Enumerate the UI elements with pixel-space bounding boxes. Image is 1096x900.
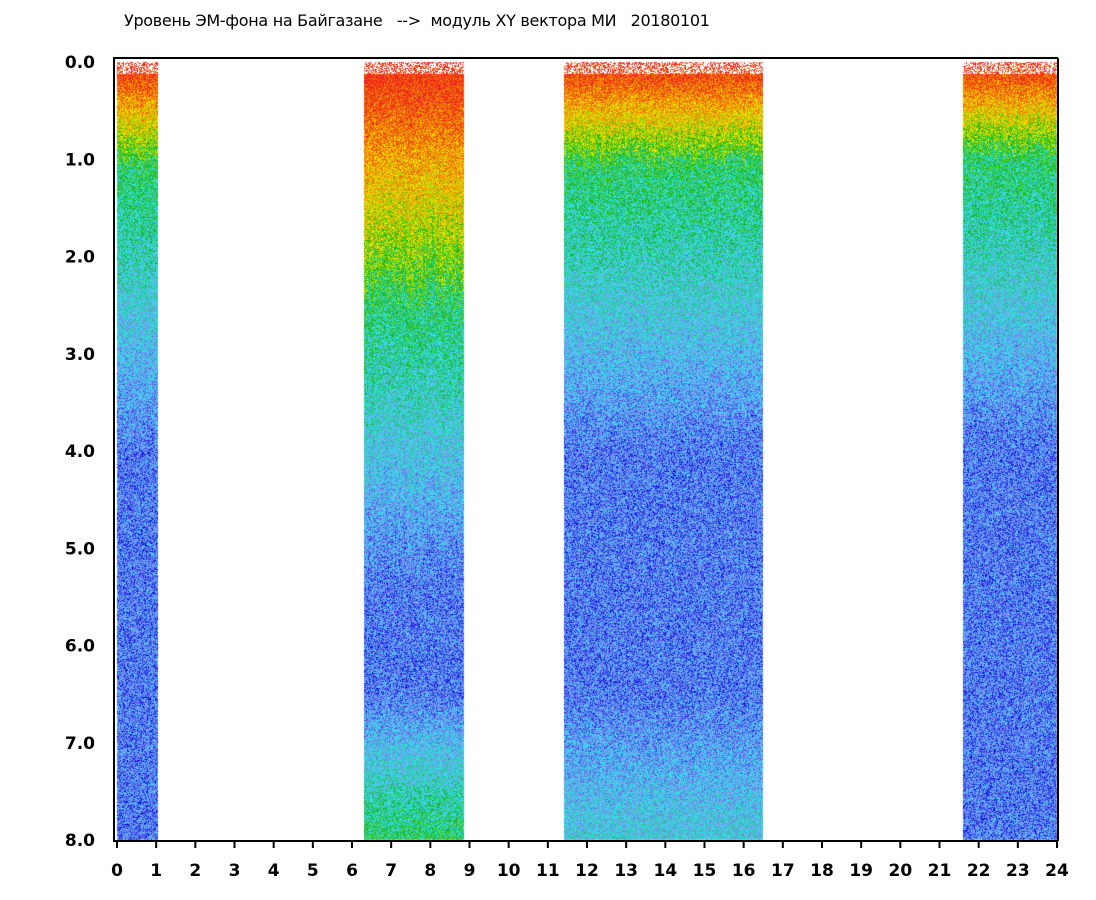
x-tick-label: 13 <box>614 861 638 881</box>
heatmap-segment-0 <box>117 62 158 840</box>
heatmap-segment-1 <box>364 62 464 840</box>
heatmap-segments <box>117 62 1057 840</box>
x-tick-label: 20 <box>888 861 912 881</box>
x-tick-label: 23 <box>1006 861 1030 881</box>
x-tick-label: 21 <box>928 861 952 881</box>
x-tick-label: 11 <box>536 861 560 881</box>
x-tick-label: 17 <box>771 861 795 881</box>
y-tick-label: 7.0 <box>65 734 95 754</box>
x-tick-label: 3 <box>229 861 241 881</box>
x-tick-label: 10 <box>497 861 521 881</box>
y-tick-label: 3.0 <box>65 345 95 365</box>
y-tick-label: 0.0 <box>65 53 95 73</box>
x-tick-label: 19 <box>849 861 873 881</box>
x-tick-label: 15 <box>693 861 717 881</box>
y-tick-label: 4.0 <box>65 442 95 462</box>
x-tick-label: 7 <box>385 861 397 881</box>
x-tick-label: 22 <box>967 861 991 881</box>
x-tick-label: 1 <box>150 861 162 881</box>
x-tick-label: 16 <box>732 861 756 881</box>
heatmap-segment-2 <box>564 62 763 840</box>
x-tick-label: 0 <box>111 861 123 881</box>
x-tick-label: 2 <box>189 861 201 881</box>
x-tick-label: 6 <box>346 861 358 881</box>
x-tick-label: 5 <box>307 861 319 881</box>
x-tick-label: 12 <box>575 861 599 881</box>
x-tick-label: 14 <box>653 861 677 881</box>
y-tick-label: 6.0 <box>65 637 95 657</box>
axes: 0 1 2 3 4 5 6 7 8 9 10 11 12 13 14 15 16 17 18 19 20 21 22 23 24… <box>65 53 1069 881</box>
y-tick-label: 5.0 <box>65 539 95 559</box>
x-tick-label: 18 <box>810 861 834 881</box>
x-tick-label: 8 <box>424 861 436 881</box>
x-tick-label: 24 <box>1045 861 1069 881</box>
x-tick-label: 4 <box>268 861 280 881</box>
y-tick-label: 8.0 <box>65 831 95 851</box>
heatmap-segment-3 <box>963 62 1057 840</box>
y-tick-label: 2.0 <box>65 248 95 268</box>
x-tick-label: 9 <box>464 861 476 881</box>
chart-title: Уровень ЭМ-фона на Байгазане --> модуль … <box>124 11 710 30</box>
y-tick-label: 1.0 <box>65 150 95 170</box>
